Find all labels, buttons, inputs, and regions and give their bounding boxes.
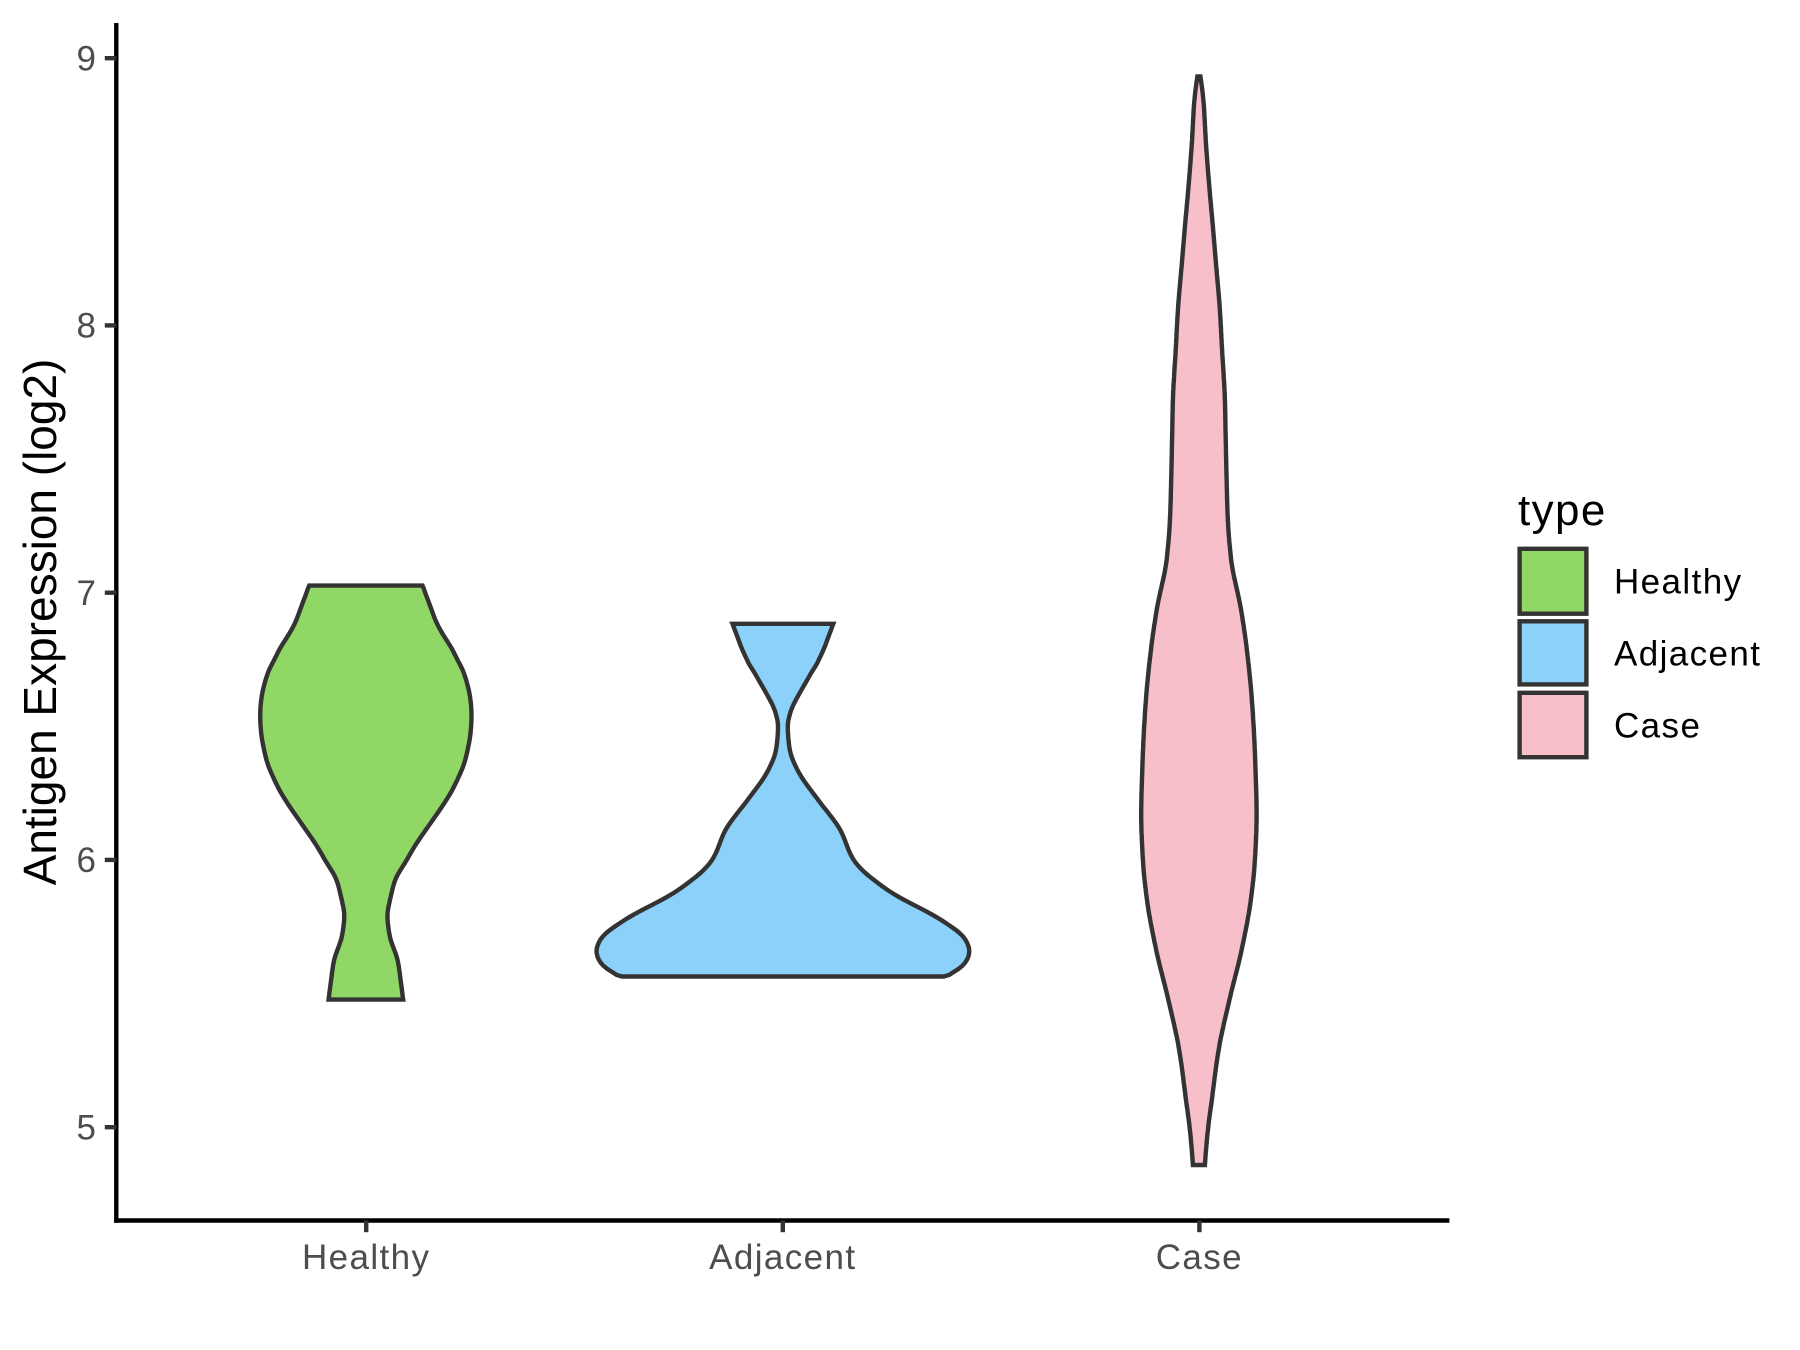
svg-text:8: 8 — [77, 307, 96, 346]
svg-text:6: 6 — [77, 841, 96, 880]
svg-text:Antigen Expression (log2): Antigen Expression (log2) — [14, 359, 66, 886]
svg-text:Adjacent: Adjacent — [709, 1238, 856, 1277]
svg-text:7: 7 — [77, 574, 96, 613]
svg-text:9: 9 — [77, 40, 96, 79]
svg-text:Adjacent: Adjacent — [1614, 634, 1761, 673]
svg-text:type: type — [1518, 486, 1607, 535]
svg-text:5: 5 — [77, 1109, 96, 1148]
svg-text:Healthy: Healthy — [302, 1238, 430, 1277]
svg-text:Healthy: Healthy — [1614, 563, 1742, 602]
svg-text:Case: Case — [1614, 706, 1701, 745]
svg-text:Case: Case — [1156, 1238, 1243, 1277]
